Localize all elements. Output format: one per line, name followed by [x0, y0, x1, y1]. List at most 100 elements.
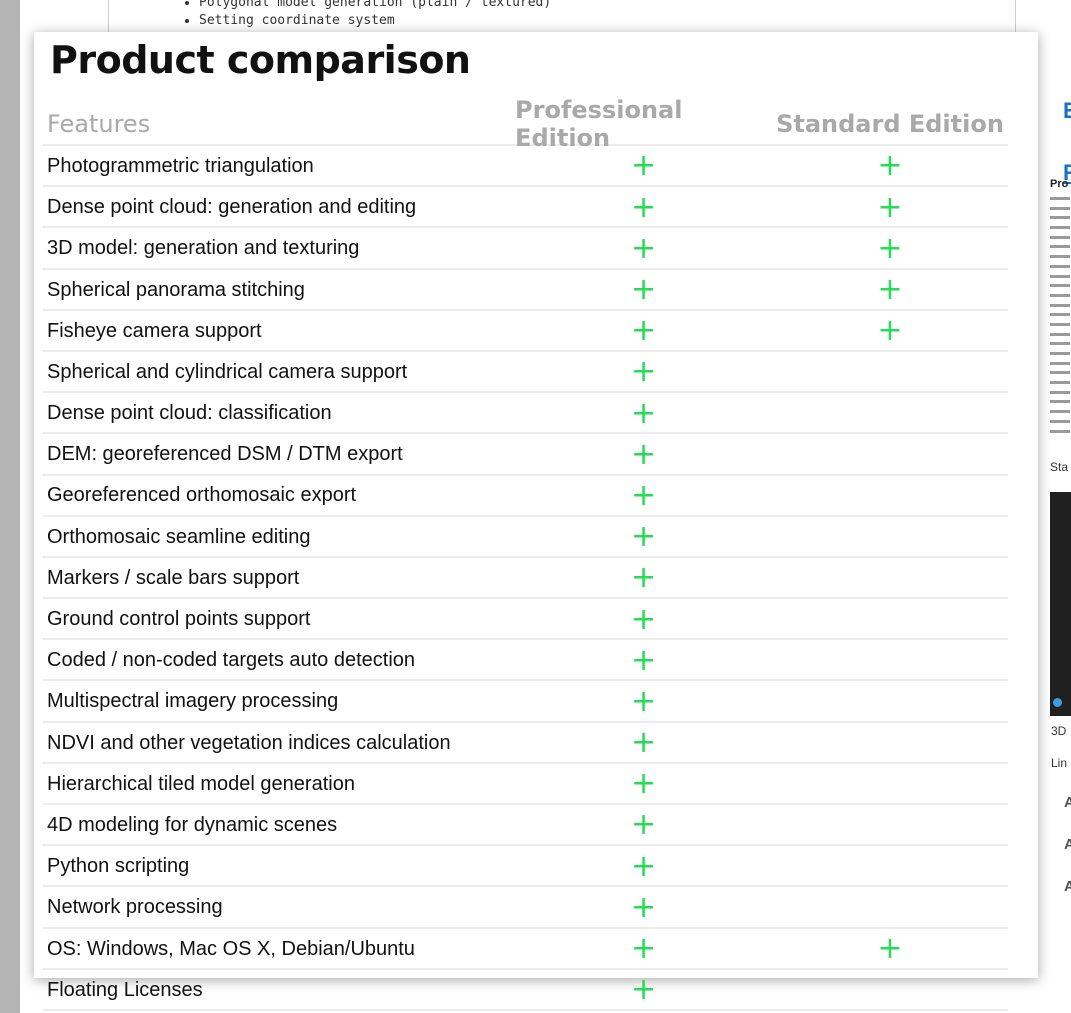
feature-label: NDVI and other vegetation indices calcul… — [47, 731, 451, 754]
thumbnail-title: Pro — [1050, 178, 1069, 190]
table-row: 4D modeling for dynamic scenes + — [43, 807, 1008, 847]
check-plus-icon: + — [630, 972, 657, 1008]
feature-label: DEM: georeferenced DSM / DTM export — [47, 443, 403, 466]
check-plus-icon: + — [630, 931, 657, 967]
check-plus-icon: + — [630, 477, 657, 513]
check-plus-icon: + — [877, 230, 903, 266]
partial-text: 3D — [1051, 724, 1067, 738]
feature-label: Network processing — [47, 896, 223, 919]
background-right-column: E R Pro Sta 3D Lin A A A — [1040, 40, 1071, 990]
professional-cell: + — [515, 769, 772, 799]
check-plus-icon: + — [630, 230, 657, 266]
header-features: Features — [47, 110, 151, 138]
feature-label: Markers / scale bars support — [47, 566, 300, 589]
professional-cell: + — [515, 728, 772, 758]
professional-cell: + — [515, 275, 772, 305]
professional-cell: + — [515, 436, 772, 472]
table-row: Fisheye camera support + + — [43, 313, 1008, 352]
check-plus-icon: + — [630, 354, 657, 390]
standard-cell: + — [772, 151, 1008, 181]
header-professional: Professional Edition — [515, 96, 683, 152]
check-plus-icon: + — [630, 148, 657, 184]
feature-label: Hierarchical tiled model generation — [47, 772, 355, 795]
table-row: Dense point cloud: classification + — [43, 395, 1008, 435]
check-plus-icon: + — [630, 725, 657, 761]
professional-cell: + — [515, 892, 772, 923]
check-plus-icon: + — [630, 766, 657, 802]
table-row: Markers / scale bars support + — [43, 560, 1008, 600]
check-plus-icon: + — [877, 189, 903, 225]
table-row: Python scripting + — [43, 848, 1008, 888]
table-row: OS: Windows, Mac OS X, Debian/Ubuntu + + — [43, 930, 1008, 970]
partial-link[interactable]: A — [1064, 878, 1071, 895]
feature-label: Fisheye camera support — [47, 319, 262, 342]
feature-label: Floating Licenses — [47, 978, 203, 1001]
feature-label: Orthomosaic seamline editing — [47, 525, 311, 548]
partial-link[interactable]: A — [1064, 836, 1071, 853]
comparison-table: Features Professional Edition Standard E… — [43, 96, 1008, 1013]
header-standard: Standard Edition — [776, 110, 1004, 138]
partial-text: Sta — [1050, 460, 1069, 474]
professional-cell: + — [515, 189, 772, 225]
left-sidebar-strip — [0, 0, 20, 1013]
partial-heading-link[interactable]: R — [1063, 160, 1071, 185]
product-comparison-card: Product comparison Features Professional… — [34, 32, 1038, 1011]
check-plus-icon: + — [630, 848, 657, 884]
table-row: DEM: georeferenced DSM / DTM export + — [43, 436, 1008, 476]
partial-link[interactable]: A — [1064, 794, 1071, 811]
table-row: Georeferenced orthomosaic export + — [43, 477, 1008, 517]
check-plus-icon: + — [877, 148, 903, 184]
check-plus-icon: + — [630, 436, 657, 472]
professional-cell: + — [515, 810, 772, 840]
feature-label: Georeferenced orthomosaic export — [47, 484, 357, 507]
feature-label: Python scripting — [47, 855, 190, 878]
professional-cell: + — [515, 975, 772, 1005]
feature-label: Photogrammetric triangulation — [47, 154, 314, 177]
feature-label: Ground control points support — [47, 608, 311, 631]
table-row: Network processing + — [43, 889, 1008, 929]
partial-text: Lin — [1051, 756, 1068, 770]
check-plus-icon: + — [630, 642, 657, 678]
video-thumbnail[interactable] — [1050, 492, 1071, 716]
table-row: NDVI and other vegetation indices calcul… — [43, 724, 1008, 764]
professional-cell: + — [515, 683, 772, 719]
check-plus-icon: + — [630, 189, 657, 225]
thumbnail-table-lines — [1050, 197, 1071, 439]
professional-cell: + — [515, 477, 772, 513]
feature-label: Spherical and cylindrical camera support — [47, 360, 408, 383]
professional-cell: + — [515, 230, 772, 266]
professional-cell: + — [515, 642, 772, 678]
table-header-row: Features Professional Edition Standard E… — [43, 96, 1008, 152]
table-row: Ground control points support + — [43, 601, 1008, 641]
standard-cell: + — [772, 275, 1008, 305]
check-plus-icon: + — [630, 807, 657, 843]
check-plus-icon: + — [630, 272, 657, 308]
check-plus-icon: + — [630, 313, 657, 349]
bullet-item: Setting coordinate system — [199, 12, 1015, 30]
check-plus-icon: + — [630, 519, 657, 555]
partial-heading-link[interactable]: E — [1063, 98, 1071, 123]
check-plus-icon: + — [630, 601, 657, 637]
check-plus-icon: + — [630, 683, 657, 719]
check-plus-icon: + — [630, 560, 657, 596]
table-row: Spherical and cylindrical camera support… — [43, 354, 1008, 394]
check-plus-icon: + — [630, 395, 657, 431]
table-row: Floating Licenses + — [43, 972, 1008, 1011]
check-plus-icon: + — [877, 931, 903, 967]
feature-label: Spherical panorama stitching — [47, 278, 305, 301]
table-row: Coded / non-coded targets auto detection… — [43, 642, 1008, 682]
bullet-item: Polygonal model generation (plain / text… — [199, 0, 1015, 12]
card-title: Product comparison — [50, 38, 471, 82]
professional-cell: + — [515, 934, 772, 964]
check-plus-icon: + — [877, 272, 903, 308]
feature-label: Coded / non-coded targets auto detection — [47, 649, 416, 672]
professional-cell: + — [515, 316, 772, 346]
table-row: Photogrammetric triangulation + + — [43, 148, 1008, 188]
professional-cell: + — [515, 601, 772, 637]
table-row: Orthomosaic seamline editing + — [43, 518, 1008, 558]
feature-label: 3D model: generation and texturing — [47, 237, 360, 260]
table-row: Dense point cloud: generation and editin… — [43, 189, 1008, 229]
play-icon[interactable] — [1053, 698, 1062, 707]
professional-cell: + — [515, 522, 772, 552]
standard-cell: + — [772, 934, 1008, 964]
